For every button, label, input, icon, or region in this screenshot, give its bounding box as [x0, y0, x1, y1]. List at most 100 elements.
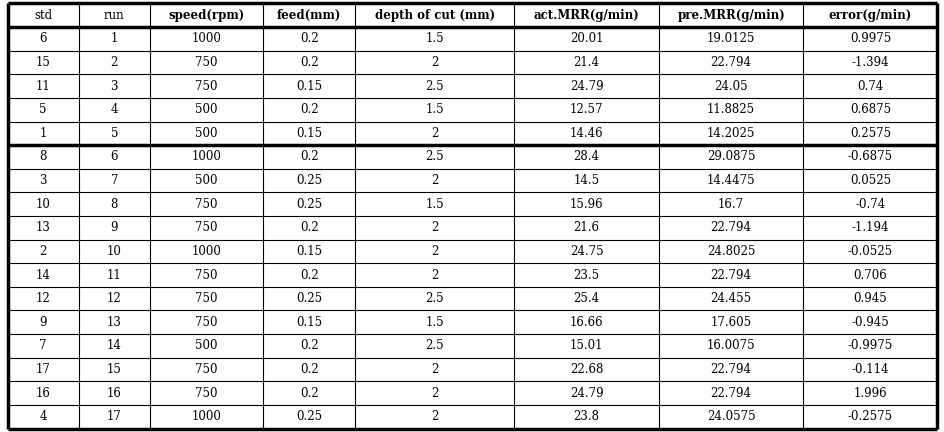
Text: 0.2: 0.2	[299, 103, 318, 116]
Text: 13: 13	[107, 316, 122, 329]
Text: 0.74: 0.74	[856, 79, 883, 92]
Text: 7: 7	[110, 174, 118, 187]
Text: 15: 15	[36, 56, 51, 69]
Text: 0.25: 0.25	[295, 198, 322, 211]
Text: 1.5: 1.5	[425, 103, 444, 116]
Text: 1.5: 1.5	[425, 198, 444, 211]
Text: 5: 5	[110, 127, 118, 140]
Text: 9: 9	[40, 316, 47, 329]
Text: 0.9975: 0.9975	[849, 32, 890, 45]
Text: pre.MRR(g/min): pre.MRR(g/min)	[677, 9, 784, 22]
Text: 14.2025: 14.2025	[706, 127, 754, 140]
Text: 0.2: 0.2	[299, 363, 318, 376]
Text: 500: 500	[195, 174, 217, 187]
Text: 2: 2	[430, 245, 438, 258]
Text: 24.05: 24.05	[714, 79, 747, 92]
Text: 22.794: 22.794	[710, 269, 750, 282]
Text: 22.68: 22.68	[569, 363, 602, 376]
Text: 6: 6	[110, 150, 118, 163]
Text: 22.794: 22.794	[710, 221, 750, 234]
Text: act.MRR(g/min): act.MRR(g/min)	[533, 9, 639, 22]
Text: 13: 13	[36, 221, 51, 234]
Text: 11: 11	[107, 269, 122, 282]
Text: 14: 14	[107, 340, 122, 353]
Text: 3: 3	[110, 79, 118, 92]
Text: 2: 2	[430, 221, 438, 234]
Text: 16.7: 16.7	[717, 198, 744, 211]
Text: 0.2: 0.2	[299, 269, 318, 282]
Text: 16.0075: 16.0075	[706, 340, 754, 353]
Text: 0.2: 0.2	[299, 32, 318, 45]
Text: 2.5: 2.5	[425, 79, 444, 92]
Text: 0.15: 0.15	[295, 316, 322, 329]
Text: 0.2: 0.2	[299, 56, 318, 69]
Text: 3: 3	[40, 174, 47, 187]
Text: 2: 2	[430, 387, 438, 400]
Text: 1000: 1000	[192, 410, 221, 423]
Text: 0.25: 0.25	[295, 410, 322, 423]
Text: depth of cut (mm): depth of cut (mm)	[375, 9, 495, 22]
Text: 7: 7	[40, 340, 47, 353]
Text: 16: 16	[36, 387, 51, 400]
Text: -0.9975: -0.9975	[847, 340, 892, 353]
Text: 10: 10	[107, 245, 122, 258]
Text: 25.4: 25.4	[573, 292, 599, 305]
Text: 2: 2	[40, 245, 47, 258]
Text: 10: 10	[36, 198, 51, 211]
Text: 22.794: 22.794	[710, 56, 750, 69]
Text: -0.74: -0.74	[854, 198, 885, 211]
Text: -1.394: -1.394	[851, 56, 888, 69]
Text: 15.01: 15.01	[569, 340, 603, 353]
Text: 750: 750	[195, 316, 217, 329]
Text: 500: 500	[195, 103, 217, 116]
Text: 14.46: 14.46	[569, 127, 603, 140]
Text: 750: 750	[195, 292, 217, 305]
Text: 0.945: 0.945	[852, 292, 886, 305]
Text: 9: 9	[110, 221, 118, 234]
Text: -1.194: -1.194	[851, 221, 888, 234]
Text: 24.455: 24.455	[710, 292, 750, 305]
Text: 17: 17	[36, 363, 51, 376]
Text: 5: 5	[40, 103, 47, 116]
Text: 23.5: 23.5	[573, 269, 599, 282]
Text: 0.15: 0.15	[295, 127, 322, 140]
Text: 8: 8	[40, 150, 47, 163]
Text: 15: 15	[107, 363, 122, 376]
Text: 1000: 1000	[192, 32, 221, 45]
Text: 6: 6	[40, 32, 47, 45]
Text: 4: 4	[40, 410, 47, 423]
Text: 0.0525: 0.0525	[849, 174, 890, 187]
Text: feed(mm): feed(mm)	[277, 9, 341, 22]
Text: 0.25: 0.25	[295, 292, 322, 305]
Text: 11.8825: 11.8825	[706, 103, 754, 116]
Text: 16: 16	[107, 387, 122, 400]
Text: 2: 2	[430, 56, 438, 69]
Text: 1000: 1000	[192, 245, 221, 258]
Text: 24.75: 24.75	[569, 245, 603, 258]
Text: error(g/min): error(g/min)	[828, 9, 911, 22]
Text: 24.79: 24.79	[569, 79, 603, 92]
Text: 750: 750	[195, 387, 217, 400]
Text: -0.945: -0.945	[851, 316, 888, 329]
Text: 750: 750	[195, 221, 217, 234]
Text: 1000: 1000	[192, 150, 221, 163]
Text: 1.5: 1.5	[425, 316, 444, 329]
Text: 2: 2	[110, 56, 118, 69]
Text: 14.4475: 14.4475	[706, 174, 754, 187]
Text: 2: 2	[430, 363, 438, 376]
Text: 11: 11	[36, 79, 50, 92]
Text: 1.996: 1.996	[852, 387, 886, 400]
Text: 0.2: 0.2	[299, 387, 318, 400]
Text: 22.794: 22.794	[710, 363, 750, 376]
Text: 24.0575: 24.0575	[706, 410, 754, 423]
Text: -0.2575: -0.2575	[847, 410, 892, 423]
Text: 19.0125: 19.0125	[706, 32, 754, 45]
Text: 2.5: 2.5	[425, 150, 444, 163]
Text: 15.96: 15.96	[569, 198, 603, 211]
Text: 0.706: 0.706	[852, 269, 886, 282]
Text: 0.2575: 0.2575	[849, 127, 890, 140]
Text: 750: 750	[195, 56, 217, 69]
Text: 2.5: 2.5	[425, 340, 444, 353]
Text: 0.15: 0.15	[295, 245, 322, 258]
Text: 2.5: 2.5	[425, 292, 444, 305]
